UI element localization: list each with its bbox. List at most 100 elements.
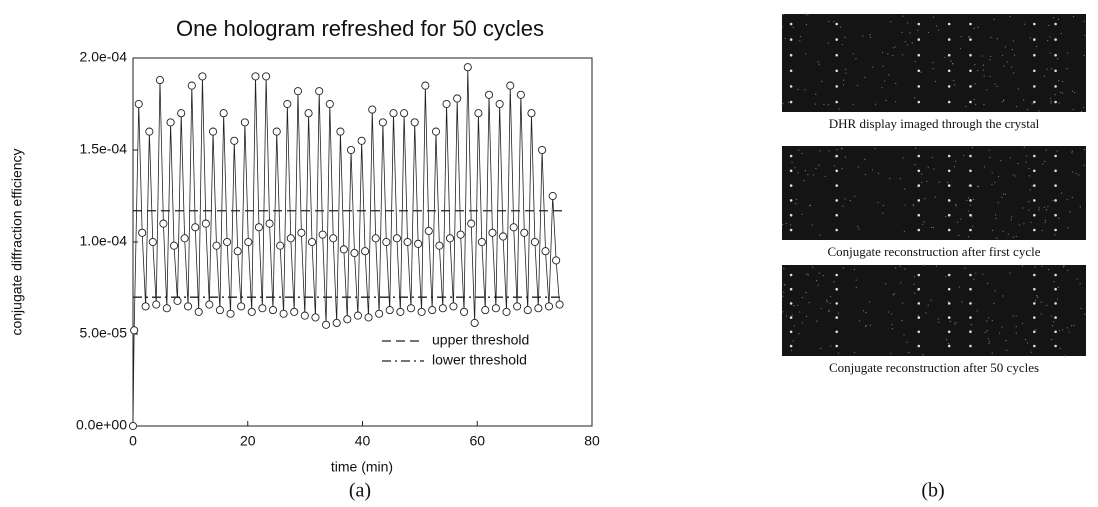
speckle: [988, 317, 990, 319]
speckle: [1013, 72, 1015, 74]
data-point: [424, 226, 433, 236]
speckle: [989, 75, 991, 77]
speckle: [895, 101, 897, 103]
speckle: [973, 278, 975, 280]
data-point: [371, 234, 380, 243]
y-tick-label: 5.0e-05: [80, 325, 128, 341]
speckle: [857, 166, 859, 168]
speckle: [1044, 219, 1046, 221]
bright-dot: [969, 22, 972, 26]
data-point: [290, 307, 299, 316]
speckle: [877, 172, 880, 174]
bright-dot: [1033, 53, 1036, 57]
speckle: [1067, 52, 1069, 54]
speckle: [945, 275, 947, 278]
speckle: [1015, 235, 1017, 238]
data-point: [431, 127, 440, 136]
speckle: [921, 223, 924, 225]
bright-dot: [917, 287, 921, 291]
data-point: [198, 72, 207, 81]
speckle: [874, 103, 877, 105]
speckle: [1079, 206, 1081, 208]
speckle: [865, 312, 867, 314]
speckle: [947, 342, 950, 344]
bright-dot: [917, 273, 921, 277]
bright-dot: [947, 344, 951, 348]
data-point: [502, 307, 511, 316]
speckle: [914, 147, 917, 149]
speckle: [818, 63, 820, 65]
bright-dot: [947, 273, 951, 277]
speckle: [936, 25, 938, 27]
image-panels: DHR display imaged through the crystal Co…: [781, 13, 1086, 375]
speckle: [1043, 75, 1045, 77]
speckle: [1022, 322, 1024, 325]
x-tick-label: 80: [584, 433, 600, 449]
speckle: [1009, 157, 1011, 159]
speckle: [997, 175, 1000, 178]
speckle: [892, 294, 895, 296]
data-point: [353, 311, 362, 320]
bright-dot: [1054, 213, 1057, 217]
data-point: [191, 223, 200, 232]
bright-dot: [917, 316, 921, 319]
speckle: [960, 36, 962, 38]
speckle: [852, 53, 854, 55]
speckle: [1006, 349, 1008, 351]
data-point: [332, 318, 341, 328]
data-point: [410, 118, 419, 127]
speckle: [1012, 40, 1014, 42]
speckle: [1015, 315, 1017, 317]
speckle: [1007, 233, 1009, 235]
speckle: [877, 201, 879, 204]
speckle: [1053, 321, 1055, 323]
bright-dot: [789, 53, 793, 57]
data-point: [421, 81, 430, 90]
speckle: [1058, 329, 1061, 332]
speckle: [1053, 280, 1055, 283]
data-point: [251, 72, 260, 81]
speckle: [1059, 347, 1061, 350]
bright-dot: [1054, 38, 1057, 41]
data-point: [445, 234, 455, 243]
speckle: [983, 166, 986, 168]
bright-dot: [1054, 22, 1057, 26]
data-point: [272, 127, 281, 136]
speckle: [1067, 269, 1069, 271]
speckle: [902, 54, 904, 56]
speckle: [983, 103, 985, 106]
speckle: [815, 167, 817, 170]
speckle: [893, 293, 895, 295]
speckle: [953, 84, 956, 86]
speckle: [1067, 227, 1069, 229]
speckle: [892, 47, 894, 49]
speckle: [938, 321, 940, 323]
speckle: [801, 297, 804, 299]
speckle: [895, 267, 897, 269]
speckle: [781, 26, 784, 28]
speckle: [1001, 196, 1003, 198]
bright-dot: [947, 154, 951, 158]
speckle: [845, 72, 847, 74]
speckle: [926, 180, 928, 182]
bright-dot: [1033, 169, 1036, 173]
bright-dot: [1054, 53, 1057, 57]
bright-dot: [1054, 85, 1057, 88]
speckle: [1010, 66, 1013, 68]
speckle: [1006, 61, 1008, 63]
data-point: [166, 118, 175, 127]
bright-dot: [789, 302, 793, 305]
bright-dot: [789, 273, 793, 277]
bright-dot: [947, 38, 951, 41]
speckle: [804, 13, 806, 15]
bright-dot: [1054, 316, 1057, 319]
speckle: [833, 281, 835, 283]
speckle: [841, 148, 843, 150]
speckle: [1002, 230, 1004, 232]
speckle: [1072, 108, 1074, 111]
bright-dot: [789, 100, 793, 104]
bright-dot: [1033, 273, 1036, 277]
speckle: [821, 80, 823, 83]
speckle: [844, 198, 846, 200]
speckle: [858, 320, 861, 322]
